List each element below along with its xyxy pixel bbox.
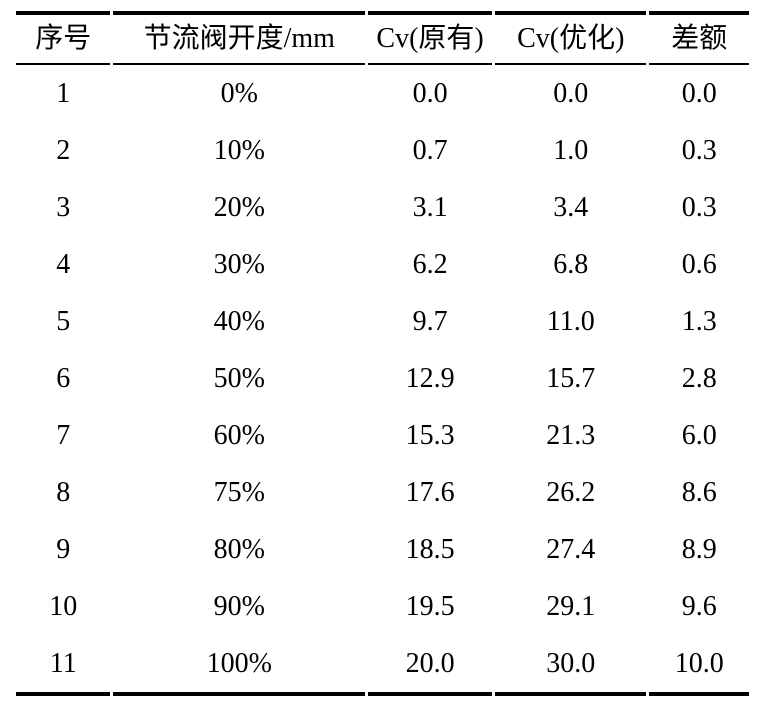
- table-cell: 11.0: [546, 305, 595, 337]
- table-cell: 9: [56, 533, 71, 565]
- table-row: 10 90% 19.5 29.1 9.6: [16, 578, 749, 635]
- table-cell: 60%: [213, 419, 265, 451]
- table-cell: 15.3: [405, 419, 455, 451]
- table-cell: 30.0: [495, 635, 647, 696]
- table-cell: 75%: [213, 476, 265, 508]
- column-header: Cv(优化): [495, 11, 647, 65]
- table-cell: 20%: [213, 191, 265, 223]
- table-cell: 90%: [213, 590, 265, 622]
- table-row: 5 40% 9.7 11.0 1.3: [16, 293, 749, 350]
- table-cell: 0.3: [681, 134, 717, 166]
- table-cell: 3: [56, 191, 71, 223]
- table-row: 8 75% 17.6 26.2 8.6: [16, 464, 749, 521]
- table-row: 6 50% 12.9 15.7 2.8: [16, 350, 749, 407]
- table-cell: 3.1: [412, 191, 448, 223]
- table-row: 3 20% 3.1 3.4 0.3: [16, 179, 749, 236]
- table-cell: 2.8: [681, 362, 717, 394]
- table-cell: 0.0: [553, 77, 589, 109]
- column-header: 节流阀开度/mm: [113, 11, 366, 65]
- table-cell: 11: [16, 635, 111, 696]
- data-table: 序号 节流阀开度/mm Cv(原有) Cv(优化) 差额 1 0% 0.0 0.0 0.0 2 10…: [13, 11, 752, 696]
- table-cell: 3.4: [553, 191, 589, 223]
- table-cell: 27.4: [546, 533, 596, 565]
- table-row: 11 100% 20.0 30.0 10.0: [16, 635, 749, 696]
- table-row: 9 80% 18.5 27.4 8.9: [16, 521, 749, 578]
- table-cell: 26.2: [546, 476, 596, 508]
- table-cell: 17.6: [405, 476, 455, 508]
- column-header: 序号: [16, 11, 111, 65]
- table-cell: 9.6: [681, 590, 717, 622]
- column-header: Cv(原有): [368, 11, 493, 65]
- table-cell: 8.9: [681, 533, 717, 565]
- column-header: 差额: [649, 11, 749, 65]
- table-cell: 0.3: [681, 191, 717, 223]
- header-row: 序号 节流阀开度/mm Cv(原有) Cv(优化) 差额: [16, 11, 749, 65]
- table-cell: 19.5: [405, 590, 455, 622]
- table-cell: 0.7: [412, 134, 448, 166]
- table-cell: 10: [49, 590, 78, 622]
- table-cell: 6.2: [412, 248, 448, 280]
- table-cell: 30%: [213, 248, 265, 280]
- table-cell: 8.6: [681, 476, 717, 508]
- table-cell: 12.9: [405, 362, 455, 394]
- table-cell: 9.7: [412, 305, 448, 337]
- table-cell: 10.0: [649, 635, 749, 696]
- table-cell: 6: [56, 362, 71, 394]
- table-cell: 50%: [213, 362, 265, 394]
- table-header: 序号 节流阀开度/mm Cv(原有) Cv(优化) 差额: [16, 11, 749, 65]
- table-cell: 18.5: [405, 533, 455, 565]
- table-row: 4 30% 6.2 6.8 0.6: [16, 236, 749, 293]
- table-cell: 1.0: [553, 134, 589, 166]
- table-cell: 1: [56, 77, 71, 109]
- table-cell: 8: [56, 476, 71, 508]
- table-cell: 29.1: [546, 590, 596, 622]
- table-row: 2 10% 0.7 1.0 0.3: [16, 122, 749, 179]
- table-cell: 6.8: [553, 248, 589, 280]
- table-cell: 10%: [213, 134, 265, 166]
- table-cell: 5: [56, 305, 71, 337]
- table-cell: 0.6: [681, 248, 717, 280]
- table-cell: 0.0: [412, 77, 448, 109]
- table-cell: 0%: [220, 77, 258, 109]
- table-cell: 15.7: [546, 362, 596, 394]
- table-cell: 4: [56, 248, 71, 280]
- table-cell: 40%: [213, 305, 265, 337]
- table-cell: 21.3: [546, 419, 596, 451]
- table-cell: 7: [56, 419, 71, 451]
- table-row: 1 0% 0.0 0.0 0.0: [16, 65, 749, 122]
- table-row: 7 60% 15.3 21.3 6.0: [16, 407, 749, 464]
- table-cell: 0.0: [681, 77, 717, 109]
- table-body: 1 0% 0.0 0.0 0.0 2 10% 0.7 1.0 0.3 3 20% 3.1 3.4 0.3 4 3…: [16, 65, 749, 696]
- table-cell: 2: [56, 134, 71, 166]
- table-cell: 20.0: [368, 635, 493, 696]
- table-cell: 80%: [213, 533, 265, 565]
- table-cell: 100%: [113, 635, 366, 696]
- table-cell: 1.3: [681, 305, 717, 337]
- table-cell: 6.0: [681, 419, 717, 451]
